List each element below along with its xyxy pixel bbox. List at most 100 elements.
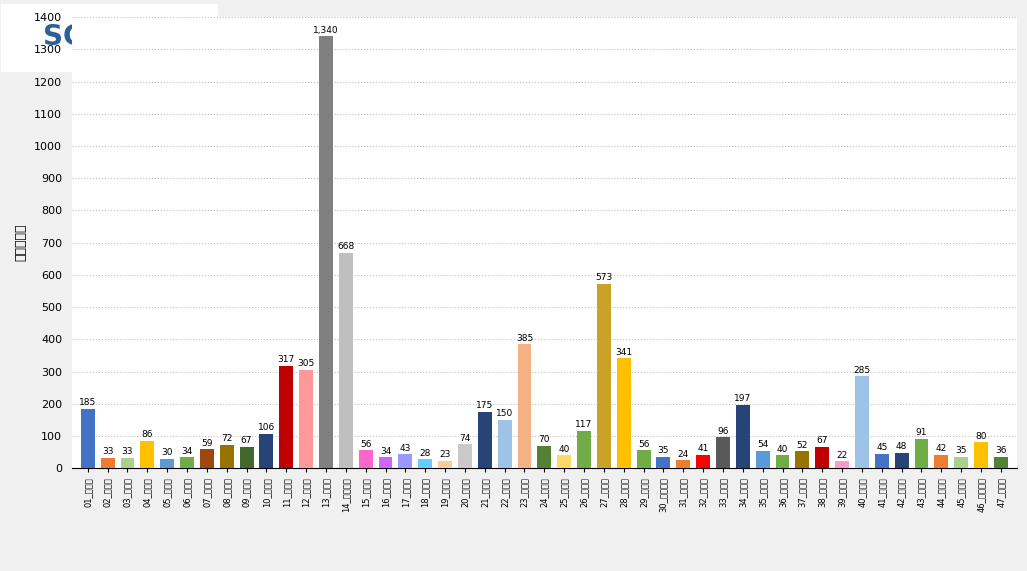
Text: 40: 40 — [559, 445, 570, 454]
Text: 317: 317 — [277, 356, 295, 364]
Text: 175: 175 — [477, 401, 493, 410]
Text: 41: 41 — [697, 444, 709, 453]
Text: 30: 30 — [161, 448, 173, 457]
Text: 42: 42 — [936, 444, 947, 453]
Text: 72: 72 — [221, 435, 232, 444]
Bar — [439, 461, 452, 468]
Bar — [795, 452, 809, 468]
Bar — [518, 344, 531, 468]
Bar — [498, 420, 511, 468]
Bar — [994, 457, 1007, 468]
Bar — [775, 455, 790, 468]
Bar — [180, 457, 194, 468]
Bar — [677, 460, 690, 468]
Bar — [954, 457, 968, 468]
Text: 45: 45 — [876, 443, 887, 452]
Bar — [558, 455, 571, 468]
Text: 40: 40 — [776, 445, 788, 454]
Bar — [537, 445, 551, 468]
Text: 36: 36 — [995, 446, 1006, 455]
Text: 91: 91 — [916, 428, 927, 437]
Bar — [597, 284, 611, 468]
Bar — [935, 455, 948, 468]
Bar — [81, 409, 94, 468]
Bar — [239, 447, 254, 468]
Bar — [736, 405, 750, 468]
Text: 34: 34 — [380, 447, 391, 456]
Text: 23: 23 — [440, 450, 451, 459]
Text: 1,340: 1,340 — [313, 26, 339, 35]
Bar — [696, 455, 710, 468]
Bar — [617, 359, 631, 468]
Bar — [319, 37, 333, 468]
Bar — [279, 366, 294, 468]
Bar — [120, 457, 135, 468]
Text: 54: 54 — [757, 440, 768, 449]
Text: 668: 668 — [337, 242, 354, 251]
Text: 86: 86 — [142, 430, 153, 439]
Text: 341: 341 — [615, 348, 633, 357]
Text: 59: 59 — [201, 439, 213, 448]
Bar — [637, 450, 650, 468]
FancyBboxPatch shape — [1, 3, 217, 71]
Bar — [220, 445, 234, 468]
Text: 33: 33 — [102, 447, 113, 456]
Text: 33: 33 — [122, 447, 134, 456]
Bar — [379, 457, 392, 468]
Text: 117: 117 — [575, 420, 593, 429]
Text: 28: 28 — [419, 449, 431, 457]
Bar — [854, 376, 869, 468]
Text: 385: 385 — [516, 333, 533, 343]
Bar — [141, 440, 154, 468]
Text: 106: 106 — [258, 424, 275, 432]
Text: （都道府県別）: （都道府県別） — [729, 31, 782, 43]
Bar — [160, 459, 175, 468]
Text: 24: 24 — [678, 450, 689, 459]
Bar — [756, 451, 769, 468]
Bar — [875, 454, 888, 468]
Text: 35: 35 — [955, 447, 966, 455]
Text: 573: 573 — [596, 273, 612, 282]
Bar — [815, 447, 829, 468]
Bar — [895, 453, 909, 468]
Bar — [101, 457, 115, 468]
Bar — [260, 434, 273, 468]
Bar — [914, 439, 928, 468]
Bar — [835, 461, 849, 468]
Text: 52: 52 — [797, 441, 808, 450]
Bar — [339, 253, 352, 468]
Text: 35: 35 — [657, 447, 670, 455]
Bar — [478, 412, 492, 468]
Bar — [418, 459, 432, 468]
Text: 34: 34 — [182, 447, 193, 456]
Text: 43: 43 — [400, 444, 411, 453]
Text: オンライン診療の体制がある医療機関: オンライン診療の体制がある医療機関 — [267, 23, 480, 43]
Bar — [398, 455, 412, 468]
Text: 185: 185 — [79, 398, 97, 407]
Y-axis label: 医療機関数: 医療機関数 — [14, 224, 27, 262]
Text: ス ク エ ル: ス ク エ ル — [102, 58, 135, 68]
Text: 67: 67 — [816, 436, 828, 445]
Text: 2021/5時点: 2021/5時点 — [842, 31, 901, 43]
Text: 56: 56 — [638, 440, 649, 449]
Text: SCUEL  BI: SCUEL BI — [43, 23, 193, 51]
Text: 48: 48 — [896, 442, 907, 451]
Text: 150: 150 — [496, 409, 514, 419]
Text: 305: 305 — [298, 359, 314, 368]
Text: 197: 197 — [734, 394, 752, 403]
Text: 67: 67 — [240, 436, 253, 445]
Bar — [716, 437, 730, 468]
Bar — [200, 449, 214, 468]
Text: 56: 56 — [359, 440, 372, 449]
Bar — [577, 431, 591, 468]
Bar — [358, 450, 373, 468]
Bar — [974, 443, 988, 468]
Text: 74: 74 — [459, 434, 470, 443]
Bar — [299, 370, 313, 468]
Text: 70: 70 — [538, 435, 550, 444]
Bar — [458, 444, 471, 468]
Text: 96: 96 — [717, 427, 729, 436]
Bar — [656, 457, 671, 468]
Text: 80: 80 — [976, 432, 987, 441]
Text: 285: 285 — [853, 366, 871, 375]
